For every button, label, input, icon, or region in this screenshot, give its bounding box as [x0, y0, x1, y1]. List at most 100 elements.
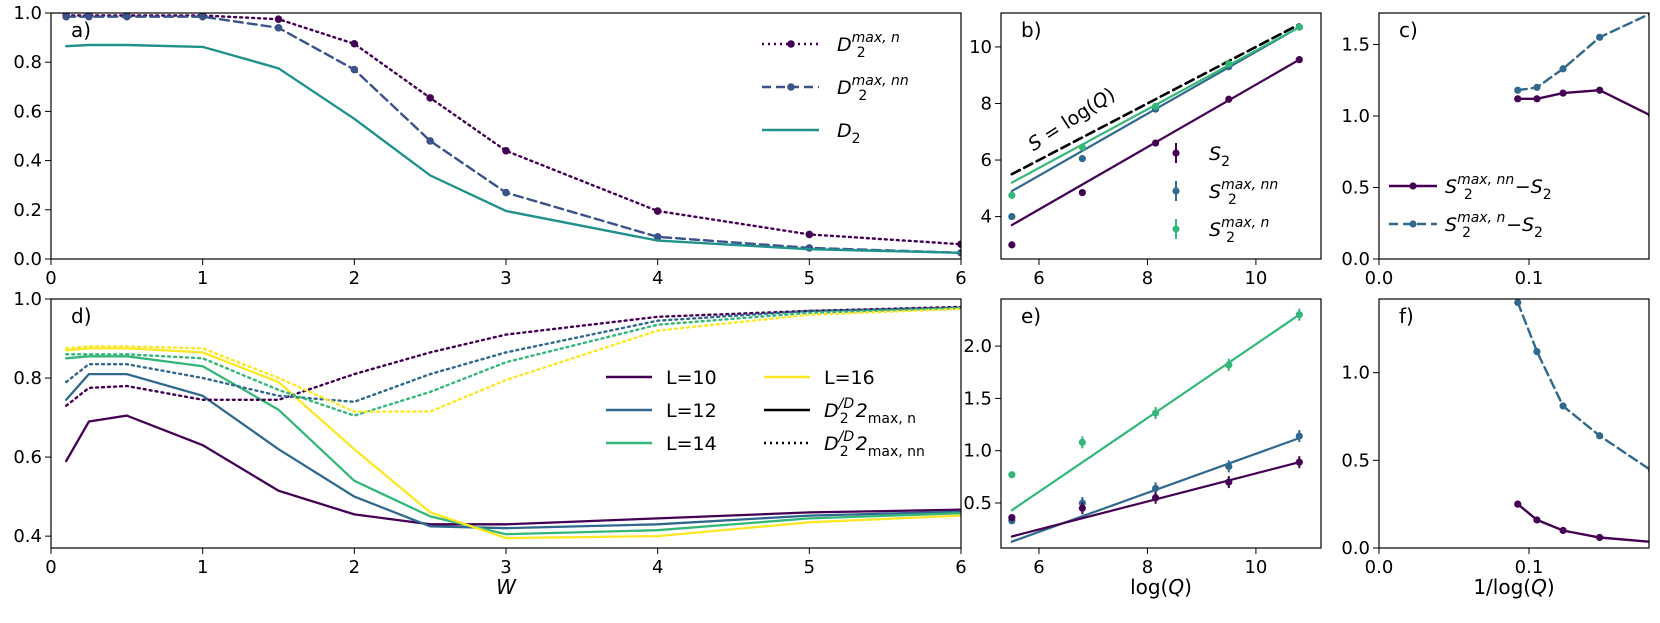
series-line: [64, 306, 961, 417]
data-point: [1078, 188, 1086, 197]
series-line-D2max_n: [64, 14, 961, 246]
panel-label: b): [1021, 18, 1042, 42]
data-point: [85, 13, 93, 21]
series-line: [65, 347, 961, 540]
data-point: [1514, 500, 1522, 508]
data-point: [1533, 83, 1541, 91]
y-tick-label: 0.2: [13, 200, 42, 221]
legend-marker: [1172, 225, 1180, 233]
x-tick-label: 3: [500, 557, 511, 578]
legend-label: S2​: [1209, 143, 1230, 170]
legend-label: L=10: [666, 367, 717, 389]
legend-label: Smax, nn2​−S2​: [1445, 172, 1552, 203]
legend-label: L=12: [666, 400, 717, 422]
data-point: [1225, 60, 1233, 68]
panel-b: 6 8 10 4 6 8 10 b) S = log(Q) S2​ Smax, nn2​ Smax, …: [969, 12, 1322, 289]
x-tick-label: 5: [804, 268, 815, 289]
panel-c: 0.00.10.00.51.01.5c)Smax, nn2​−S2​Smax, …: [1341, 12, 1650, 289]
axes-frame: [50, 298, 962, 549]
data-point: [274, 15, 283, 23]
y-tick-label: 0.5: [1341, 450, 1370, 471]
panel-label: f): [1399, 304, 1414, 328]
legend-marker: [1172, 149, 1180, 157]
legend-label: Dmax, nn2​: [837, 73, 909, 104]
data-point: [1295, 23, 1303, 31]
y-tick-label: 0.0: [1341, 538, 1370, 559]
y-tick-label: 0.6: [13, 447, 42, 468]
y-tick-label: 1.0: [13, 289, 42, 310]
data-point: [426, 94, 434, 102]
data-point: [1514, 95, 1522, 103]
y-tick-label: 0.5: [963, 493, 992, 514]
series-line: [64, 307, 961, 413]
x-tick-label: 0.1: [1515, 268, 1544, 289]
data-point: [1078, 155, 1086, 163]
x-tick-label: 1: [197, 557, 208, 578]
x-tick-label: 0: [45, 557, 56, 578]
y-tick-label: 1.0: [1341, 106, 1370, 127]
data-point: [653, 207, 662, 215]
data-point: [1008, 241, 1016, 249]
plot-area: [1514, 299, 1649, 545]
data-point: [62, 13, 70, 21]
plot-area: [1008, 308, 1303, 543]
legend-marker: [787, 83, 795, 91]
y-tick-label: 4: [981, 207, 992, 228]
data-point: [1008, 514, 1016, 522]
x-tick-label: 6: [955, 557, 966, 578]
y-tick-label: 10: [969, 37, 992, 58]
panel-e: 6 8 10 0.5 1.0 1.5 2.0 e) log(Q): [963, 298, 1322, 599]
data-point: [1533, 95, 1541, 103]
x-tick-label: 0.1: [1515, 557, 1544, 578]
y-tick-label: 1.5: [1341, 34, 1370, 55]
annotation-text: S = log(Q): [1024, 83, 1119, 155]
legend-label: Dmax, n2​: [837, 30, 900, 61]
x-tick-label: 8: [1142, 557, 1153, 578]
data-point: [1008, 212, 1016, 221]
legend: L=10 L=12 L=14 L=16 D/D2​2max, n​D/D2​2max, …: [606, 367, 925, 460]
y-tick-label: 0.5: [1341, 177, 1370, 198]
data-point: [1514, 86, 1522, 94]
data-point: [1078, 143, 1086, 151]
legend-label: D/D2​2max, n​: [824, 396, 916, 427]
data-point: [805, 230, 814, 239]
x-tick-label: 4: [652, 557, 663, 578]
series-line: [65, 414, 961, 526]
data-point: [350, 65, 359, 74]
x-tick-label: 6: [955, 268, 966, 289]
axes-frame: [1378, 298, 1650, 549]
y-tick-label: 6: [981, 150, 992, 171]
x-tick-label: 0.0: [1365, 268, 1394, 289]
legend-label: D2​: [837, 120, 861, 147]
panel-label: c): [1399, 18, 1418, 42]
reference-line: [1010, 22, 1301, 176]
y-tick-label: 2.0: [963, 336, 992, 357]
y-tick-label: 0.4: [13, 151, 42, 172]
data-point: [957, 240, 961, 249]
data-point: [1151, 102, 1160, 110]
x-tick-label: 6: [1033, 268, 1044, 289]
x-tick-label: 10: [1244, 268, 1267, 289]
legend: Dmax, n2​ Dmax, nn2​ D2​: [762, 30, 909, 147]
x-axis-label: W: [496, 575, 517, 599]
y-tick-label: 1.0: [963, 441, 992, 462]
x-tick-label: 3: [500, 268, 511, 289]
data-point: [1533, 516, 1541, 524]
legend-marker: [1172, 187, 1180, 195]
x-tick-label: 5: [804, 557, 815, 578]
y-tick-label: 0.4: [13, 526, 42, 547]
y-tick-label: 0.8: [13, 52, 42, 73]
data-point: [1559, 526, 1567, 535]
y-tick-label: 1.0: [13, 3, 42, 24]
data-point: [1225, 95, 1233, 103]
series-line: [65, 355, 961, 536]
data-point: [1559, 65, 1567, 73]
legend-label: D/D2​2max, nn​: [824, 429, 925, 460]
data-point: [502, 146, 510, 155]
x-axis-label: 1/log(Q): [1473, 575, 1554, 599]
data-point: [1559, 402, 1567, 410]
series-line: [64, 305, 961, 407]
panel-label: d): [71, 304, 92, 328]
data-point: [350, 39, 359, 48]
